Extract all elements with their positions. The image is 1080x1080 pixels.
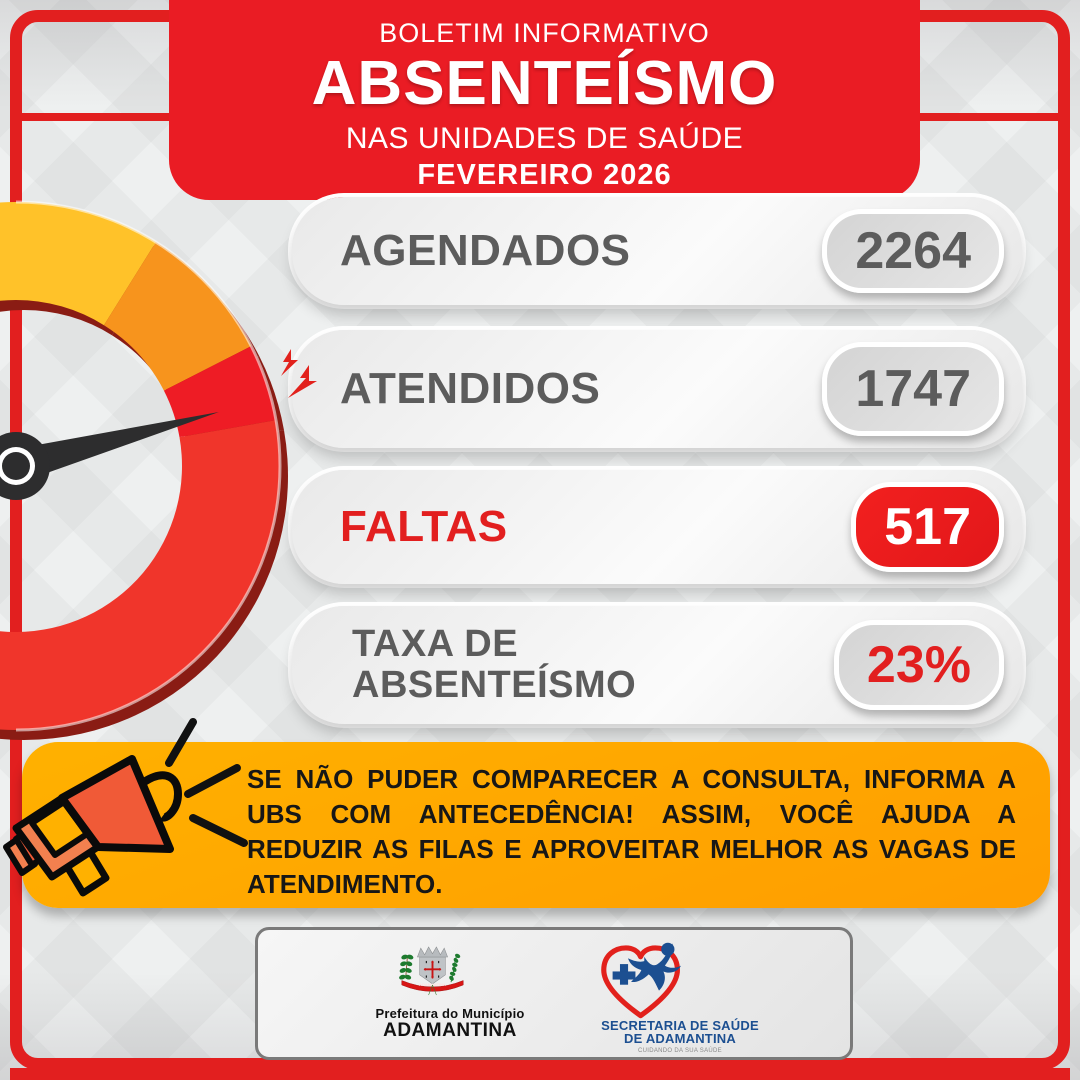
svg-text:ADAMANTINA: ADAMANTINA <box>419 982 446 987</box>
